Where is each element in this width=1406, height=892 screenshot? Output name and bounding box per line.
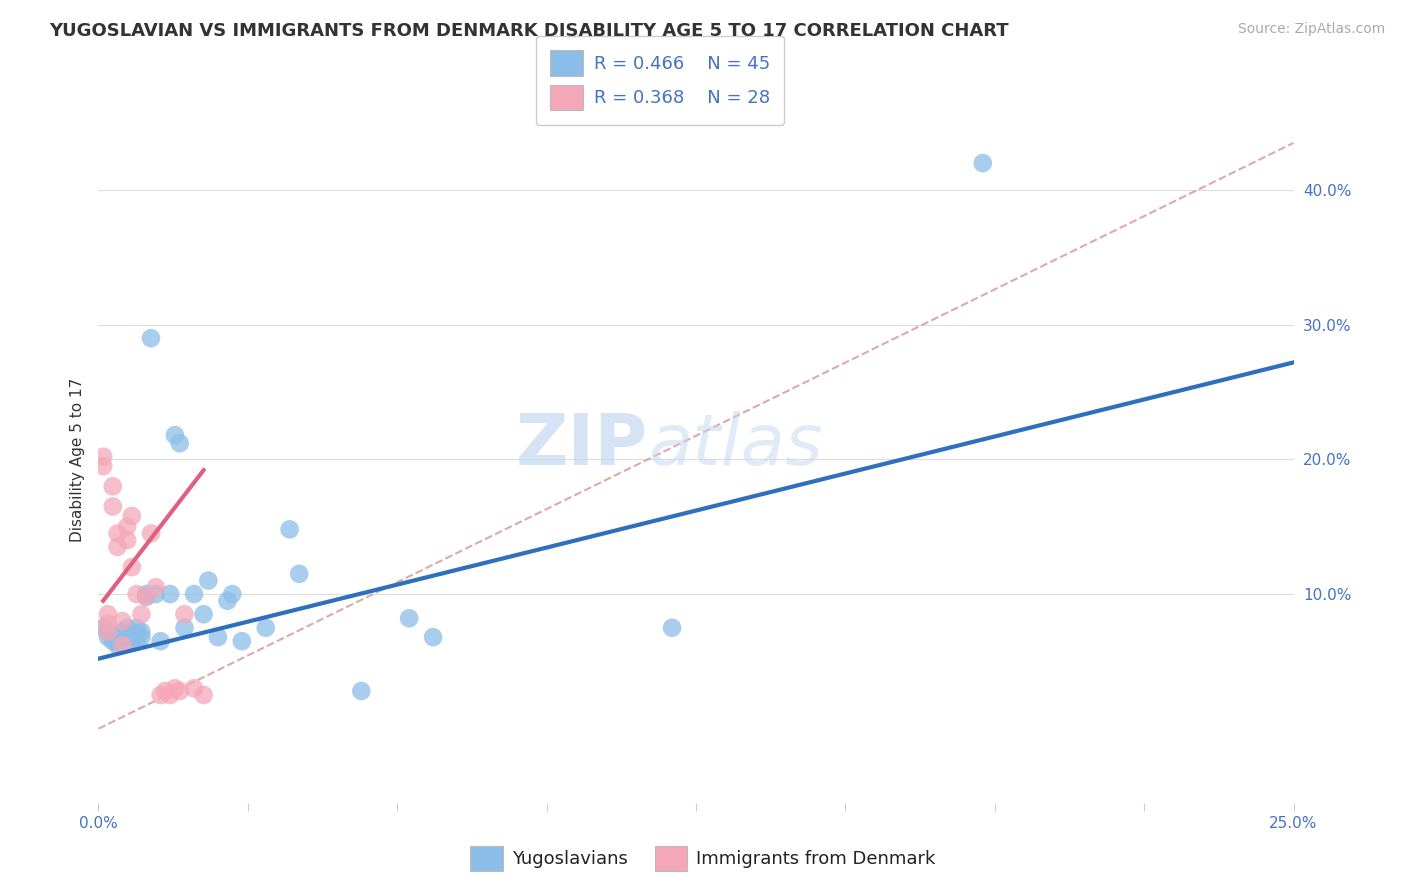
Text: Source: ZipAtlas.com: Source: ZipAtlas.com xyxy=(1237,22,1385,37)
Point xyxy=(131,607,153,622)
Point xyxy=(169,684,191,698)
Point xyxy=(121,508,143,523)
Point xyxy=(125,621,148,635)
Point xyxy=(163,681,186,696)
Point xyxy=(101,627,124,641)
Point xyxy=(97,616,120,631)
Point xyxy=(107,634,129,648)
Point xyxy=(149,688,172,702)
Point xyxy=(91,621,114,635)
Point xyxy=(221,587,243,601)
Legend: R = 0.466    N = 45, R = 0.368    N = 28: R = 0.466 N = 45, R = 0.368 N = 28 xyxy=(536,36,785,125)
Text: YUGOSLAVIAN VS IMMIGRANTS FROM DENMARK DISABILITY AGE 5 TO 17 CORRELATION CHART: YUGOSLAVIAN VS IMMIGRANTS FROM DENMARK D… xyxy=(49,22,1010,40)
Point xyxy=(97,607,120,622)
Point xyxy=(125,634,148,648)
Point xyxy=(121,630,143,644)
Y-axis label: Disability Age 5 to 17: Disability Age 5 to 17 xyxy=(69,377,84,541)
Point xyxy=(101,634,124,648)
Point xyxy=(135,587,157,601)
Point xyxy=(288,566,311,581)
Point xyxy=(131,624,153,639)
Point xyxy=(149,634,172,648)
Point xyxy=(163,428,186,442)
Point xyxy=(111,627,134,641)
Point xyxy=(115,621,138,635)
Point xyxy=(91,450,114,464)
Point xyxy=(115,630,138,644)
Point xyxy=(97,624,120,639)
Point xyxy=(107,540,129,554)
Point xyxy=(91,459,114,474)
Point xyxy=(278,523,301,537)
Point xyxy=(193,607,215,622)
Point xyxy=(125,627,148,641)
Point xyxy=(107,638,129,652)
Point xyxy=(121,634,143,648)
Point xyxy=(125,587,148,601)
Point xyxy=(350,684,373,698)
Point xyxy=(169,436,191,450)
Point xyxy=(422,630,444,644)
Point xyxy=(183,587,205,601)
Point xyxy=(97,630,120,644)
Legend: Yugoslavians, Immigrants from Denmark: Yugoslavians, Immigrants from Denmark xyxy=(463,838,943,879)
Point xyxy=(111,630,134,644)
Text: ZIP: ZIP xyxy=(516,411,648,480)
Point xyxy=(101,630,124,644)
Point xyxy=(145,587,167,601)
Point xyxy=(101,500,124,514)
Point xyxy=(121,560,143,574)
Point xyxy=(101,479,124,493)
Point xyxy=(131,630,153,644)
Point xyxy=(139,526,162,541)
Point xyxy=(159,688,181,702)
Point xyxy=(173,621,195,635)
Point xyxy=(115,519,138,533)
Point xyxy=(135,590,157,604)
Point xyxy=(155,684,177,698)
Point xyxy=(97,624,120,639)
Point xyxy=(972,156,994,170)
Point xyxy=(107,526,129,541)
Point xyxy=(139,331,162,345)
Point xyxy=(207,630,229,644)
Point xyxy=(661,621,683,635)
Point xyxy=(111,638,134,652)
Point xyxy=(173,607,195,622)
Point xyxy=(111,624,134,639)
Point xyxy=(193,688,215,702)
Point xyxy=(145,580,167,594)
Point xyxy=(159,587,181,601)
Point xyxy=(111,614,134,628)
Point xyxy=(217,594,239,608)
Point xyxy=(115,533,138,548)
Point xyxy=(231,634,253,648)
Point xyxy=(115,627,138,641)
Point xyxy=(183,681,205,696)
Text: atlas: atlas xyxy=(648,411,823,480)
Point xyxy=(254,621,277,635)
Point xyxy=(398,611,420,625)
Point xyxy=(197,574,219,588)
Point xyxy=(135,590,157,604)
